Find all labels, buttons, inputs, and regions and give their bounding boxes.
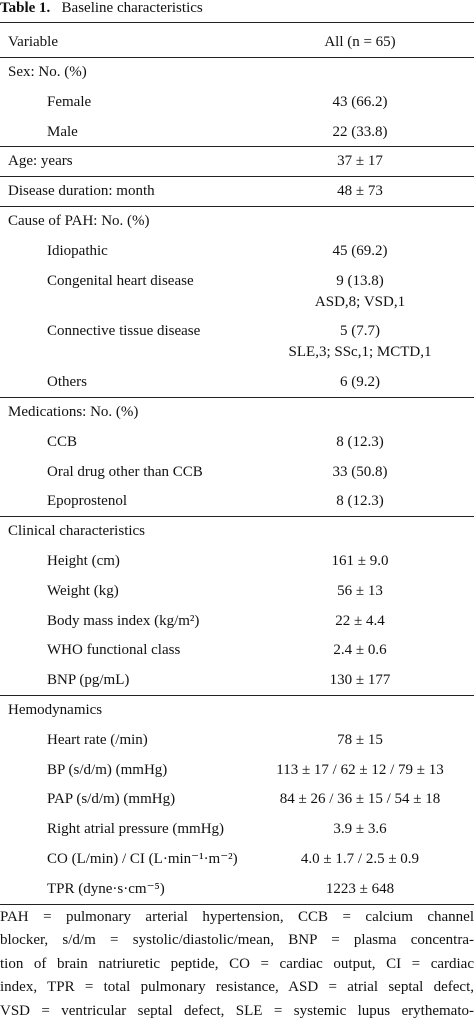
footnote-line: PAH = pulmonary arterial hypertension, C… (0, 908, 474, 925)
cell-value: 6 (9.2) (340, 374, 380, 391)
cell-value: 22 (33.8) (332, 123, 388, 140)
footnote-line: tion of brain natriuretic peptide, CO = … (0, 955, 474, 972)
footnote-line: VSD = ventricular septal defect, SLE = s… (0, 1002, 474, 1019)
row-label: Height (cm) (47, 552, 120, 569)
section-rule (0, 206, 474, 207)
cell-value: 84 ± 26 / 36 ± 15 / 54 ± 18 (279, 791, 441, 808)
section-rule (0, 695, 474, 696)
row-label: Idiopathic (47, 242, 108, 259)
table-label: Table 1. (0, 0, 51, 16)
cell-value: 3.9 ± 3.6 (333, 821, 387, 838)
row-label: WHO functional class (47, 642, 181, 659)
section-heading: Medications: No. (%) (8, 403, 139, 420)
row-label: CO (L/min) / CI (L·min⁻¹·m⁻²) (47, 850, 238, 867)
section-heading: Disease duration: month (8, 183, 155, 200)
row-label: Epoprostenol (47, 493, 127, 510)
footnote-line: blocker, s/d/m = systolic/diastolic/mean… (0, 932, 474, 949)
cell-value: 48 ± 73 (337, 183, 383, 200)
cell-value: 33 (50.8) (332, 463, 388, 480)
row-label: PAP (s/d/m) (mmHg) (47, 791, 176, 808)
cell-value: 5 (7.7) (340, 323, 380, 340)
row-label: Heart rate (/min) (47, 731, 148, 748)
row-label: Oral drug other than CCB (47, 463, 203, 480)
cell-value: 78 ± 15 (337, 731, 383, 748)
row-label: CCB (47, 433, 78, 450)
cell-value: 45 (69.2) (332, 242, 388, 259)
section-heading: Hemodynamics (8, 701, 103, 718)
cell-value: 9 (13.8) (336, 272, 384, 289)
cell-value: 130 ± 177 (329, 672, 391, 689)
table-title: Table 1. Baseline characteristics (0, 0, 203, 17)
section-rule (0, 176, 474, 178)
cell-value: 4.0 ± 1.7 / 2.5 ± 0.9 (300, 850, 420, 867)
row-label: Body mass index (kg/m²) (47, 612, 200, 629)
row-label: Others (47, 374, 87, 391)
row-label: Congenital heart disease (47, 272, 194, 289)
table-caption: Baseline characteristics (61, 0, 203, 16)
row-label: Connective tissue disease (47, 323, 201, 340)
section-heading: Sex: No. (%) (8, 63, 87, 80)
header-rule (0, 57, 474, 58)
cell-value: 2.4 ± 0.6 (333, 642, 387, 659)
row-label: BP (s/d/m) (mmHg) (47, 761, 168, 778)
section-rule (0, 516, 474, 518)
section-heading: Age: years (8, 153, 73, 170)
row-label: Male (47, 123, 78, 140)
column-header: All (n = 65) (324, 34, 396, 50)
cell-value: 22 ± 4.4 (335, 612, 385, 629)
cell-value: 113 ± 17 / 62 ± 12 / 79 ± 13 (276, 761, 444, 778)
cell-value: 1223 ± 648 (325, 880, 395, 897)
row-label: TPR (dyne·s·cm⁻⁵) (47, 880, 165, 897)
cell-detail: SLE,3; SSc,1; MCTD,1 (288, 344, 432, 361)
section-rule (0, 397, 474, 398)
top-rule (0, 22, 474, 23)
cell-detail: ASD,8; VSD,1 (314, 293, 406, 310)
cell-value: 161 ± 9.0 (331, 552, 389, 569)
row-label: Female (47, 93, 92, 110)
row-label: Right atrial pressure (mmHg) (47, 821, 225, 838)
row-label: Weight (kg) (47, 582, 119, 599)
column-header: Variable (8, 34, 58, 50)
section-heading: Cause of PAH: No. (%) (8, 212, 150, 229)
cell-value: 37 ± 17 (337, 153, 383, 170)
section-rule (0, 903, 474, 905)
row-label: BNP (pg/mL) (47, 672, 130, 689)
section-heading: Clinical characteristics (8, 523, 146, 540)
cell-value: 8 (12.3) (336, 433, 384, 450)
cell-value: 56 ± 13 (337, 582, 383, 599)
section-rule (0, 146, 474, 148)
footnote-line: index, TPR = total pulmonary resistance,… (0, 979, 474, 996)
cell-value: 43 (66.2) (332, 93, 388, 110)
cell-value: 8 (12.3) (336, 493, 384, 510)
